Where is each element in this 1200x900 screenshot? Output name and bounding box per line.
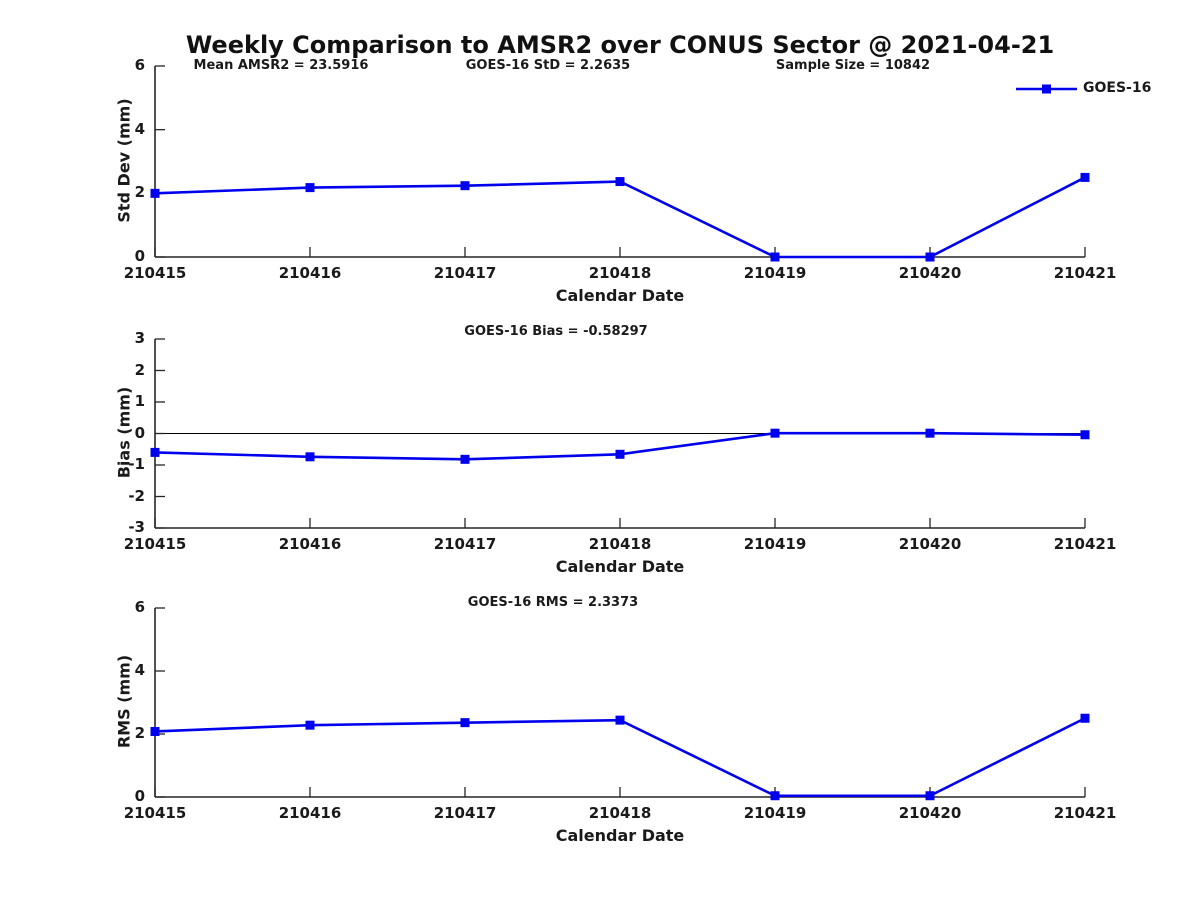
x-tick-label: 210420 <box>898 264 962 282</box>
data-point-marker <box>460 718 470 728</box>
figure-title: Weekly Comparison to AMSR2 over CONUS Se… <box>185 31 1055 59</box>
data-point-marker <box>305 183 315 193</box>
y-tick-label: 0 <box>134 787 145 805</box>
x-axis-title: Calendar Date <box>555 826 685 845</box>
annotation-text: GOES-16 StD = 2.2635 <box>465 58 631 73</box>
annotation-text: GOES-16 Bias = -0.58297 <box>464 324 648 339</box>
x-tick-label: 210418 <box>588 264 652 282</box>
data-point-marker <box>460 181 470 191</box>
data-point-marker <box>305 452 315 462</box>
x-tick-label: 210415 <box>123 264 187 282</box>
data-point-marker <box>150 188 160 198</box>
data-point-marker <box>305 720 315 730</box>
y-tick-label: 6 <box>134 56 145 74</box>
annotation-text: Mean AMSR2 = 23.5916 <box>193 58 369 73</box>
data-point-marker <box>770 791 780 801</box>
data-point-marker <box>925 791 935 801</box>
y-tick-label: 1 <box>134 392 145 410</box>
x-tick-label: 210419 <box>743 535 807 553</box>
series-line-goes-16 <box>154 176 1086 259</box>
data-point-marker <box>1080 713 1090 723</box>
y-tick-label: 2 <box>134 360 145 379</box>
x-tick-label: 210415 <box>123 535 187 553</box>
y-tick-label: -3 <box>128 518 145 536</box>
y-axis-title: Bias (mm) <box>114 386 134 478</box>
annotation-text: Sample Size = 10842 <box>775 58 931 73</box>
legend-label: GOES-16 <box>1083 80 1152 96</box>
x-tick-label: 210417 <box>433 535 497 553</box>
x-axis-title: Calendar Date <box>555 557 685 576</box>
y-tick-label: 2 <box>134 724 145 742</box>
x-tick-label: 210417 <box>433 804 497 822</box>
y-axis-title: Std Dev (mm) <box>114 97 134 223</box>
annotation-text: GOES-16 RMS = 2.3373 <box>467 595 639 610</box>
data-point-marker <box>150 726 160 736</box>
data-point-marker <box>770 252 780 262</box>
y-tick-label: 3 <box>134 329 145 347</box>
x-tick-label: 210420 <box>898 804 962 822</box>
subplot-canvas-0 <box>150 65 1090 262</box>
x-tick-label: 210420 <box>898 535 962 553</box>
x-tick-label: 210418 <box>588 535 652 553</box>
data-point-marker <box>615 449 625 459</box>
x-tick-label: 210419 <box>743 264 807 282</box>
data-point-marker <box>1080 172 1090 182</box>
subplot-canvas-2 <box>150 607 1090 801</box>
y-tick-label: 2 <box>134 183 145 202</box>
x-tick-label: 210417 <box>433 264 497 282</box>
x-tick-label: 210416 <box>278 264 342 282</box>
x-tick-label: 210416 <box>278 535 342 553</box>
data-point-marker <box>770 428 780 438</box>
y-tick-label: -1 <box>128 455 145 473</box>
data-point-marker <box>925 252 935 262</box>
y-tick-label: 4 <box>134 119 145 138</box>
data-point-marker <box>615 177 625 187</box>
data-point-marker <box>460 454 470 464</box>
y-tick-label: -2 <box>128 486 145 505</box>
x-axis-title: Calendar Date <box>555 286 685 305</box>
y-axis-title: RMS (mm) <box>114 654 134 748</box>
series-line-goes-16 <box>154 717 1086 798</box>
data-point-marker <box>925 428 935 438</box>
x-tick-label: 210416 <box>278 804 342 822</box>
data-point-marker <box>1080 430 1090 440</box>
x-tick-label: 210421 <box>1053 804 1117 822</box>
x-tick-label: 210421 <box>1053 535 1117 553</box>
y-tick-label: 6 <box>134 598 145 616</box>
y-tick-label: 4 <box>134 661 145 679</box>
data-point-marker <box>615 715 625 725</box>
x-tick-label: 210418 <box>588 804 652 822</box>
x-tick-label: 210415 <box>123 804 187 822</box>
y-tick-label: 0 <box>134 423 145 442</box>
x-tick-label: 210421 <box>1053 264 1117 282</box>
subplot-canvas-1 <box>150 338 1090 529</box>
data-point-marker <box>150 447 160 457</box>
legend-marker-icon <box>1042 84 1051 94</box>
x-tick-label: 210419 <box>743 804 807 822</box>
y-tick-label: 0 <box>134 247 145 265</box>
